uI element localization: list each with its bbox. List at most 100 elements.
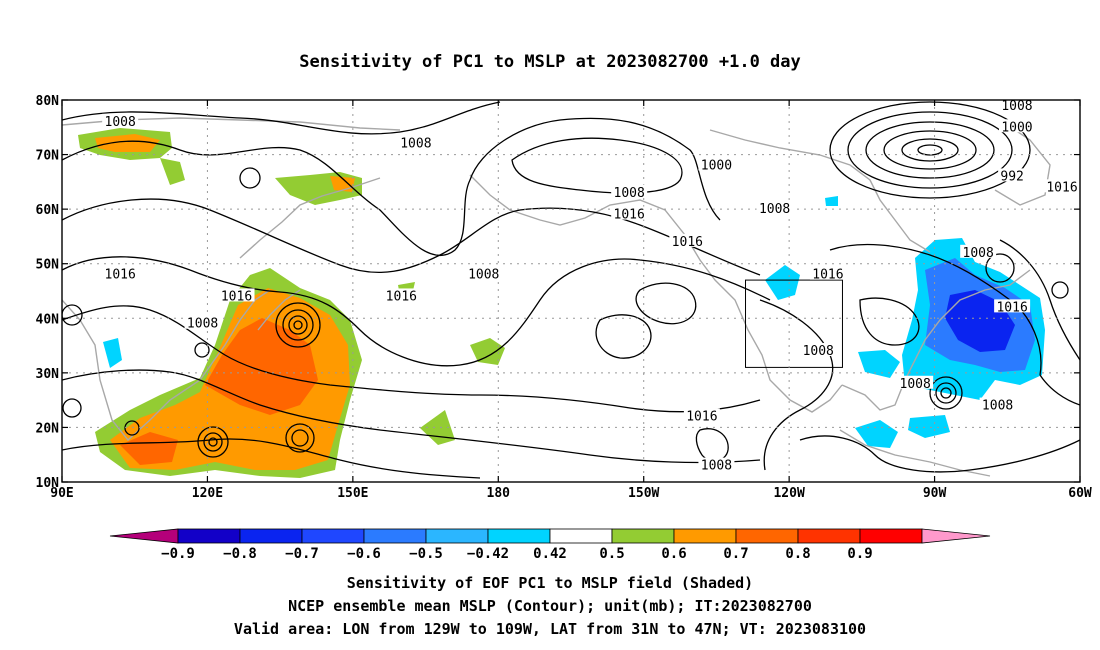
caption-line-3: Valid area: LON from 129W to 109W, LAT f…	[234, 620, 866, 638]
lat-tick-label: 40N	[36, 312, 60, 327]
coastline-alaska	[469, 174, 843, 413]
negative-shading-lightblue	[103, 338, 122, 368]
valid-area-box	[745, 279, 843, 368]
contour-label: 1008	[701, 459, 732, 474]
map-title: Sensitivity of PC1 to MSLP at 2023082700…	[299, 52, 801, 72]
contour-label-bg	[397, 135, 434, 149]
colorbar-arrow-right	[921, 528, 991, 544]
contour-line	[635, 282, 697, 325]
contour-label-bg	[383, 288, 420, 302]
colorbar-tick-label: 0.42	[533, 546, 567, 562]
contour-label-bg	[102, 113, 139, 127]
contour-line	[999, 239, 1080, 361]
contour-line	[1039, 374, 1080, 406]
colorbar-swatch	[549, 528, 613, 544]
coastline-asia	[62, 289, 271, 442]
colorbar-tick-label: 0.9	[847, 546, 872, 562]
colorbar-swatch	[301, 528, 365, 544]
contour-line	[62, 256, 771, 367]
contour-line	[62, 438, 481, 479]
contour-label-bg	[960, 244, 997, 258]
lon-tick-label: 150W	[628, 486, 659, 501]
contour-line	[62, 101, 501, 135]
contour-line	[62, 305, 761, 413]
contour-label-bg	[1044, 179, 1080, 193]
contour-label: 1008	[1001, 99, 1032, 114]
contour-ring	[203, 432, 223, 452]
colorbar-swatch	[611, 528, 675, 544]
contour-label-bg	[897, 375, 934, 389]
contour-line	[829, 243, 1042, 376]
lon-tick-label: 150E	[337, 486, 368, 501]
contour-ring	[239, 167, 261, 189]
colorbar-tick-label: −0.6	[347, 546, 381, 562]
positive-shading-darkorange	[120, 432, 178, 465]
colorbar-swatch	[673, 528, 737, 544]
contour-label-bg	[669, 233, 706, 247]
lon-tick-label: 120E	[192, 486, 223, 501]
negative-shading-lightblue	[858, 350, 900, 378]
contour-label: 1016	[386, 289, 417, 304]
colorbar-tick-label: 0.8	[785, 546, 810, 562]
contour-label: 1008	[900, 377, 931, 392]
contour-line	[62, 369, 761, 464]
colorbar-tick-label: 0.7	[723, 546, 748, 562]
lon-tick-label: 120W	[773, 486, 804, 501]
contour-ring	[929, 376, 963, 410]
colorbar-tick-label: −0.42	[467, 546, 509, 562]
contour-ring	[288, 315, 308, 335]
contour-label: 1008	[400, 137, 431, 152]
contour-ring	[275, 302, 321, 348]
negative-shading-lightblue	[825, 196, 838, 206]
contour-ring	[124, 420, 140, 436]
contour-label-bg	[809, 266, 846, 280]
coastline-japan	[257, 289, 301, 331]
contour-line	[595, 314, 652, 359]
contour-label: 1016	[105, 268, 136, 283]
colorbar: −0.9 −0.8 −0.7 −0.6 −0.5 −0.42 0.42 0.5 0.6 0.7 0.…	[109, 528, 991, 562]
lat-tick-label: 10N	[36, 476, 60, 491]
contour-label-bg	[611, 184, 648, 198]
coastline-gulf	[841, 269, 1031, 411]
contour-ring	[293, 320, 303, 330]
negative-shading-lightblue	[855, 420, 898, 448]
contour-label: 1016	[221, 289, 252, 304]
contour-ring	[285, 423, 315, 453]
contour-label-bg	[998, 119, 1035, 133]
colorbar-arrow-left	[109, 528, 179, 544]
contour-ring	[829, 101, 1031, 199]
colorbar-swatch	[487, 528, 551, 544]
contour-ring	[865, 121, 995, 179]
colorbar-swatch	[177, 528, 241, 544]
contour-label-bg	[979, 397, 1016, 411]
negative-shading-lightblue	[765, 265, 800, 300]
contour-label-bg	[218, 288, 255, 302]
contour-ring	[935, 382, 957, 404]
contour-label: 1008	[105, 115, 136, 130]
colorbar-swatch	[239, 528, 303, 544]
contour-label: 1016	[996, 300, 1027, 315]
positive-shading-green	[160, 158, 185, 185]
contour-label-bg	[184, 315, 221, 329]
colorbar-swatch	[363, 528, 427, 544]
contour-label: 1016	[686, 410, 717, 425]
coastline-kamchatka	[239, 177, 381, 259]
contour-label: 1016	[614, 208, 645, 223]
lat-tick-label: 50N	[36, 258, 60, 273]
contour-label-bg	[698, 457, 735, 471]
contour-line	[759, 299, 834, 471]
contour-line	[859, 297, 920, 346]
contour-ring	[208, 437, 218, 447]
contour-label-bg	[998, 98, 1035, 111]
contour-ring	[847, 111, 1013, 189]
positive-shading-green	[470, 338, 505, 365]
contour-label: 1000	[701, 158, 732, 173]
lat-tick-label: 20N	[36, 421, 60, 436]
sensitivity-shading	[78, 128, 1045, 478]
contour-ring	[291, 429, 309, 447]
colorbar-tick-label: 0.6	[661, 546, 686, 562]
contour-label: 1000	[1001, 120, 1032, 135]
lat-tick-label: 60N	[36, 203, 60, 218]
